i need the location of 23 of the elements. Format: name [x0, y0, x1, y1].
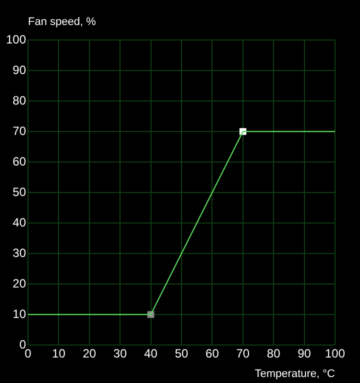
y-tick-label: 50 [12, 184, 26, 199]
x-tick-label: 30 [113, 346, 128, 361]
y-axis-title: Fan speed, % [28, 16, 96, 28]
y-tick-label: 90 [12, 62, 26, 77]
x-tick-label: 100 [324, 346, 346, 361]
y-tick-label: 30 [12, 246, 26, 260]
y-tick-label: 10 [12, 306, 26, 321]
y-tick-label: 60 [12, 154, 26, 168]
x-axis-title: Temperature, °C [254, 368, 336, 380]
x-tick-label: 50 [174, 346, 188, 361]
x-tick-label: 70 [236, 346, 250, 361]
x-tick-label: 10 [52, 346, 66, 361]
x-tick-label: 20 [82, 346, 96, 361]
y-tick-label: 40 [12, 215, 26, 230]
y-tick-label: 100 [6, 32, 26, 46]
x-tick-label: 60 [206, 346, 220, 361]
y-tick-label: 80 [12, 93, 26, 108]
y-tick-label: 70 [12, 124, 26, 138]
y-tick-label: 0 [19, 337, 26, 352]
y-tick-label: 20 [12, 276, 26, 290]
x-tick-label: 40 [144, 346, 158, 361]
x-tick-label: 90 [298, 346, 312, 361]
x-tick-label: 80 [266, 346, 281, 361]
